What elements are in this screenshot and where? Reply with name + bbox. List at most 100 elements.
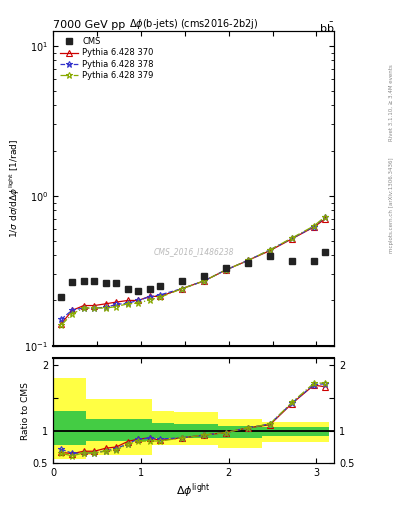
Pythia 6.428 378 <box>312 224 316 230</box>
Line: Pythia 6.428 379: Pythia 6.428 379 <box>58 213 329 329</box>
Pythia 6.428 378 <box>136 297 141 304</box>
CMS <box>180 278 184 284</box>
CMS <box>224 265 228 271</box>
CMS <box>246 260 250 266</box>
Bar <box>174 412 218 445</box>
Title: $\Delta\phi$(b-jets) (cms2016-2b2j): $\Delta\phi$(b-jets) (cms2016-2b2j) <box>129 16 258 31</box>
CMS <box>103 280 108 286</box>
Pythia 6.428 370 <box>224 267 228 273</box>
Bar <box>218 426 262 438</box>
Pythia 6.428 379 <box>246 258 250 264</box>
Pythia 6.428 370 <box>312 224 316 230</box>
Bar <box>64 411 86 445</box>
Pythia 6.428 378 <box>158 292 163 298</box>
Text: 7000 GeV pp: 7000 GeV pp <box>53 20 125 31</box>
Bar <box>152 423 174 438</box>
CMS <box>268 253 272 259</box>
CMS <box>136 288 141 294</box>
CMS <box>147 286 152 292</box>
Pythia 6.428 378 <box>103 304 108 310</box>
CMS <box>114 280 119 286</box>
Pythia 6.428 370 <box>81 303 86 309</box>
Pythia 6.428 370 <box>158 293 163 300</box>
CMS <box>125 286 130 292</box>
Pythia 6.428 379 <box>180 286 184 292</box>
Pythia 6.428 379 <box>103 305 108 311</box>
Pythia 6.428 378 <box>92 305 97 311</box>
Line: Pythia 6.428 378: Pythia 6.428 378 <box>58 214 329 323</box>
Pythia 6.428 379 <box>59 322 64 328</box>
Pythia 6.428 379 <box>268 247 272 253</box>
Text: CMS_2016_I1486238: CMS_2016_I1486238 <box>153 247 234 255</box>
Pythia 6.428 378 <box>224 267 228 273</box>
Pythia 6.428 378 <box>290 236 294 242</box>
Pythia 6.428 378 <box>70 307 75 313</box>
Legend: CMS, Pythia 6.428 370, Pythia 6.428 378, Pythia 6.428 379: CMS, Pythia 6.428 370, Pythia 6.428 378,… <box>57 35 156 82</box>
Pythia 6.428 378 <box>114 302 119 308</box>
X-axis label: $\Delta\phi^{\mathrm{light}}$: $\Delta\phi^{\mathrm{light}}$ <box>176 481 211 500</box>
Pythia 6.428 378 <box>180 286 184 292</box>
Pythia 6.428 379 <box>136 300 141 306</box>
CMS <box>92 278 97 284</box>
CMS <box>59 294 64 301</box>
Pythia 6.428 379 <box>224 267 228 273</box>
Line: CMS: CMS <box>58 249 329 301</box>
Pythia 6.428 379 <box>114 304 119 310</box>
Y-axis label: 1/$\sigma$ d$\sigma$/d$\Delta\phi^{\mathrm{light}}$ [1/rad]: 1/$\sigma$ d$\sigma$/d$\Delta\phi^{\math… <box>7 139 22 238</box>
Pythia 6.428 378 <box>246 258 250 264</box>
Text: Rivet 3.1.10, ≥ 3.4M events: Rivet 3.1.10, ≥ 3.4M events <box>389 64 393 141</box>
Pythia 6.428 379 <box>70 311 75 317</box>
Pythia 6.428 378 <box>323 214 328 220</box>
Bar <box>262 426 284 436</box>
Pythia 6.428 379 <box>125 301 130 307</box>
Pythia 6.428 378 <box>125 300 130 306</box>
Bar <box>108 399 152 455</box>
Pythia 6.428 370 <box>114 299 119 305</box>
CMS <box>312 258 316 264</box>
Y-axis label: Ratio to CMS: Ratio to CMS <box>21 382 30 440</box>
CMS <box>81 278 86 284</box>
Pythia 6.428 378 <box>268 247 272 253</box>
Pythia 6.428 379 <box>323 214 328 220</box>
Pythia 6.428 378 <box>202 278 206 284</box>
Bar <box>64 378 86 459</box>
Bar <box>86 399 108 455</box>
Pythia 6.428 379 <box>147 297 152 303</box>
Pythia 6.428 370 <box>92 303 97 309</box>
Line: Pythia 6.428 370: Pythia 6.428 370 <box>59 216 328 327</box>
Pythia 6.428 370 <box>180 286 184 292</box>
Pythia 6.428 379 <box>81 305 86 311</box>
Pythia 6.428 370 <box>125 297 130 304</box>
CMS <box>323 249 328 255</box>
Pythia 6.428 370 <box>323 216 328 222</box>
CMS <box>158 283 163 289</box>
CMS <box>290 258 294 264</box>
Bar <box>86 419 108 441</box>
Pythia 6.428 370 <box>246 258 250 264</box>
Pythia 6.428 370 <box>59 321 64 327</box>
CMS <box>70 279 75 285</box>
Pythia 6.428 379 <box>290 235 294 241</box>
Pythia 6.428 370 <box>70 307 75 313</box>
Bar <box>284 422 329 442</box>
Bar <box>53 378 64 459</box>
Pythia 6.428 379 <box>158 294 163 301</box>
Bar <box>174 424 218 438</box>
Pythia 6.428 370 <box>268 247 272 253</box>
Bar <box>218 419 262 447</box>
Bar <box>152 411 174 445</box>
Bar <box>53 411 64 445</box>
Pythia 6.428 370 <box>147 293 152 300</box>
Bar <box>262 422 284 442</box>
Pythia 6.428 378 <box>147 293 152 300</box>
CMS <box>202 273 206 280</box>
Pythia 6.428 370 <box>136 297 141 304</box>
Pythia 6.428 379 <box>202 278 206 284</box>
Bar <box>108 419 152 441</box>
Pythia 6.428 370 <box>290 236 294 242</box>
Bar <box>284 426 329 436</box>
Pythia 6.428 378 <box>81 305 86 311</box>
Text: mcplots.cern.ch [arXiv:1306.3436]: mcplots.cern.ch [arXiv:1306.3436] <box>389 157 393 252</box>
Pythia 6.428 370 <box>202 278 206 284</box>
Text: b$\bar{\mathrm{b}}$: b$\bar{\mathrm{b}}$ <box>319 20 334 35</box>
